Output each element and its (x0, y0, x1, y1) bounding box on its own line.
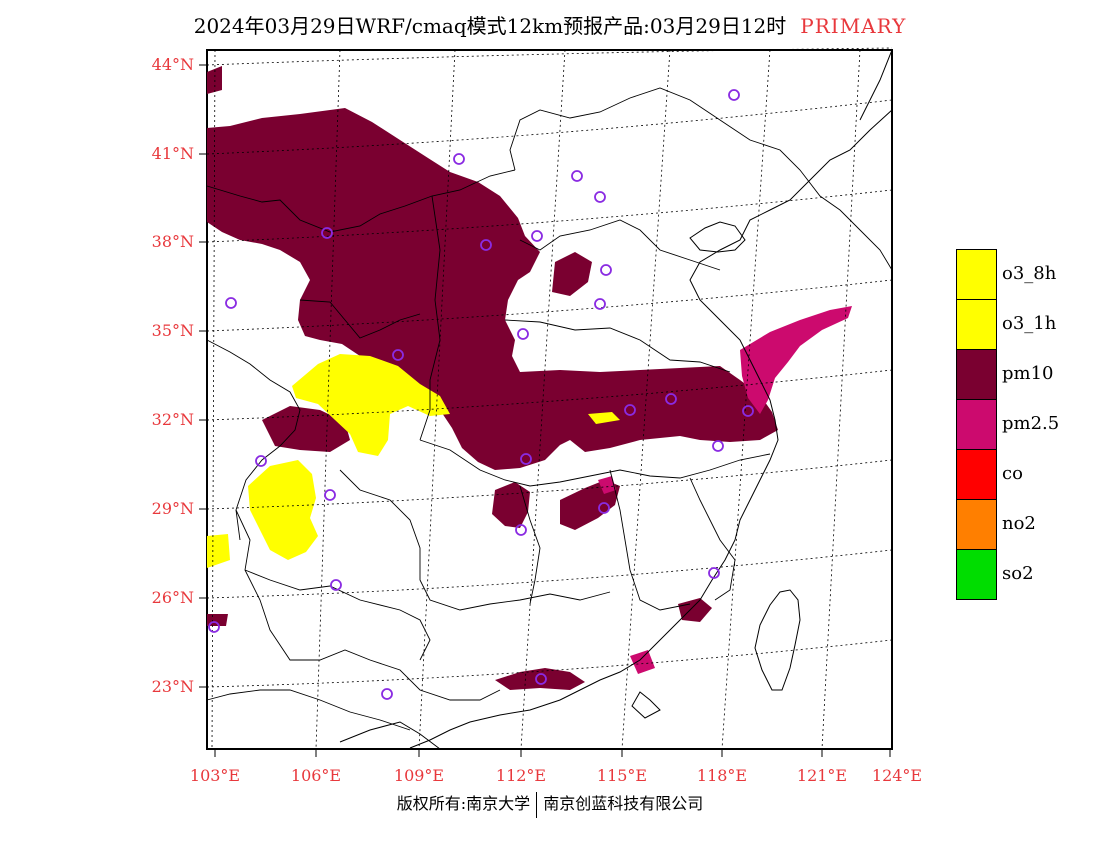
lon-label: 115°E (596, 766, 648, 785)
station-marker (624, 404, 636, 416)
legend-swatch (956, 449, 997, 500)
lon-label: 109°E (393, 766, 445, 785)
copyright-footer: 版权所有:南京大学 南京创蓝科技有限公司 (0, 790, 1100, 818)
graticule (206, 47, 893, 750)
o3-region-yunnan-edge (207, 534, 230, 568)
station-marker (520, 453, 532, 465)
station-marker (517, 328, 529, 340)
station-marker (742, 405, 754, 417)
footer-divider (536, 791, 538, 818)
pm10-region-fujian (678, 598, 712, 622)
lat-ticks (199, 64, 207, 688)
primary-tag: PRIMARY (800, 14, 907, 38)
pm10-region-shandong (552, 252, 592, 296)
station-marker (708, 567, 720, 579)
legend-swatch (956, 299, 997, 350)
legend-label: co (1002, 463, 1023, 484)
legend-label: pm10 (1002, 363, 1054, 384)
station-marker (728, 89, 740, 101)
station-marker (531, 230, 543, 242)
o3-region-hubei (588, 412, 620, 424)
station-marker (208, 621, 220, 633)
station-marker (453, 153, 465, 165)
lat-label: 35°N (151, 321, 194, 340)
taiwan-outline (754, 589, 801, 691)
station-marker (330, 579, 342, 591)
copyright-left: 版权所有:南京大学 (396, 794, 531, 813)
station-marker (324, 489, 336, 501)
lat-label: 26°N (151, 588, 194, 607)
o3-region-central (292, 354, 450, 456)
station-marker (381, 688, 393, 700)
pm25-region-east (740, 306, 852, 414)
map-title: 2024年03月29日WRF/cmaq模式12km预报产品:03月29日12时 P… (0, 10, 1100, 39)
station-marker (255, 455, 267, 467)
station-marker (225, 297, 237, 309)
pm10-region-north (207, 108, 778, 470)
station-markers (208, 89, 754, 700)
legend-swatch (956, 499, 997, 550)
station-marker (515, 524, 527, 536)
lon-label: 112°E (495, 766, 547, 785)
station-marker (392, 349, 404, 361)
pollution-layer (207, 66, 852, 690)
station-marker (598, 502, 610, 514)
title-text: 2024年03月29日WRF/cmaq模式12km预报产品:03月29日12时 (193, 14, 787, 38)
lat-label: 41°N (151, 144, 194, 163)
station-marker (535, 673, 547, 685)
station-marker (665, 393, 677, 405)
copyright-right: 南京创蓝科技有限公司 (543, 794, 704, 813)
lon-ticks (214, 749, 891, 757)
legend-label: o3_8h (1002, 263, 1057, 284)
legend-label: o3_1h (1002, 313, 1057, 334)
lon-label: 121°E (796, 766, 848, 785)
pm10-region-sichuan (262, 406, 350, 452)
lat-label: 23°N (151, 677, 194, 696)
station-marker (321, 227, 333, 239)
legend-swatch (956, 249, 997, 300)
pm10-region-southeast (492, 482, 530, 528)
legend-swatch (956, 399, 997, 450)
pm25-region-hunan (598, 476, 616, 494)
station-marker (594, 191, 606, 203)
lat-label: 29°N (151, 499, 194, 518)
station-marker (571, 170, 583, 182)
station-marker (600, 264, 612, 276)
lon-label: 106°E (290, 766, 342, 785)
station-marker (594, 298, 606, 310)
station-marker (480, 239, 492, 251)
legend-swatch (956, 349, 997, 400)
station-marker (712, 440, 724, 452)
lat-label: 38°N (151, 232, 194, 251)
legend-label: so2 (1002, 563, 1034, 584)
lon-label: 103°E (189, 766, 241, 785)
lat-label: 44°N (151, 55, 194, 74)
pm25-region-south (630, 650, 655, 674)
legend-label: pm2.5 (1002, 413, 1060, 434)
lon-label: 124°E (871, 766, 923, 785)
lon-label: 118°E (696, 766, 748, 785)
legend-swatch (956, 549, 997, 600)
province-boundaries (206, 87, 893, 731)
pm10-region-guangdong (495, 668, 585, 690)
o3-region-southwest (248, 460, 318, 560)
lat-label: 32°N (151, 410, 194, 429)
legend-label: no2 (1002, 513, 1036, 534)
coastline (339, 49, 893, 750)
